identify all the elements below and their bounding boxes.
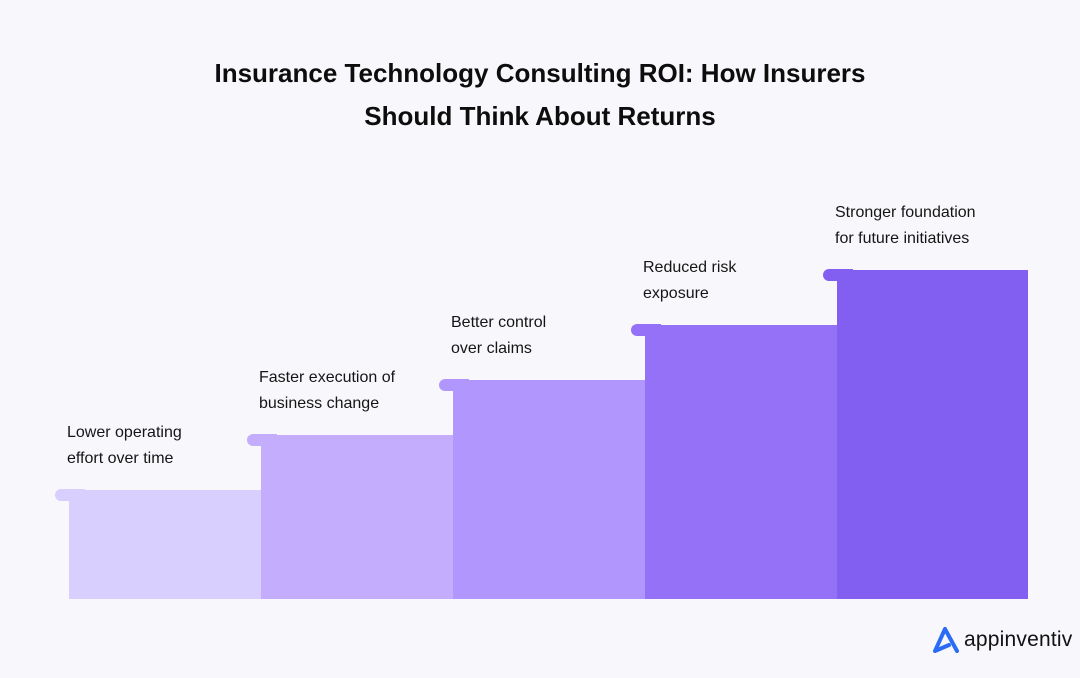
step-label: Faster execution of business change [259,365,395,417]
step-label: Better control over claims [451,310,546,362]
step-1 [55,489,261,599]
step-label-line2: effort over time [67,450,174,467]
step-label-line2: business change [259,395,380,412]
step-tab [823,269,853,281]
step-4 [631,324,837,599]
step-label-line1: Faster execution of [259,369,396,386]
step-tab [55,489,85,501]
step-label: Reduced risk exposure [643,255,736,307]
step-label: Lower operating effort over time [67,420,182,472]
step-label-line1: Stronger foundation [835,204,976,221]
logo-text: appinventiv [964,628,1073,651]
step-label-line2: over claims [451,340,532,357]
step-tab [247,434,277,446]
step-label-line2: exposure [643,285,709,302]
appinventiv-logo: appinventiv [932,626,1072,654]
step-5 [823,269,1028,599]
step-label: Stronger foundation for future initiative… [835,200,976,252]
step-label-line1: Lower operating [67,424,182,441]
step-2 [247,434,453,599]
step-label-line1: Better control [451,314,547,331]
step-label-line1: Reduced risk [643,259,737,276]
step-tab [631,324,661,336]
step-tab [439,379,469,391]
page-title: Insurance Technology Consulting ROI: How… [214,58,866,131]
step-3 [439,379,645,599]
step-label-line2: for future initiatives [835,230,970,247]
appinventiv-logo-icon [933,627,959,653]
